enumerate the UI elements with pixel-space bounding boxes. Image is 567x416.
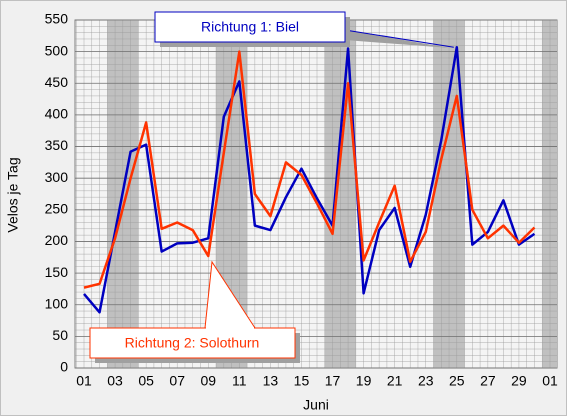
y-axis-label: Velos je Tag: [5, 157, 21, 232]
x-tick-label: 05: [138, 373, 154, 389]
y-tick-label: 250: [45, 201, 69, 217]
x-tick-label: 19: [356, 373, 372, 389]
x-tick-label: 09: [200, 373, 216, 389]
y-tick-label: 550: [45, 11, 69, 27]
y-tick-label: 450: [45, 74, 69, 90]
y-tick-label: 400: [45, 106, 69, 122]
x-axis-label: Juni: [303, 397, 329, 413]
callout-box: [89, 327, 296, 359]
y-tick-label: 150: [45, 264, 69, 280]
weekend-band: [542, 20, 557, 368]
y-tick-label: 50: [52, 327, 68, 343]
callout-pointer: [344, 29, 454, 48]
callout-label: Richtung 1: Biel: [201, 19, 299, 35]
x-tick-label: 21: [387, 373, 403, 389]
callout-label: Richtung 2: Solothurn: [125, 335, 260, 351]
y-tick-label: 500: [45, 42, 69, 58]
y-tick-label: 100: [45, 295, 69, 311]
callout-box: [154, 11, 346, 43]
x-tick-label: 17: [325, 373, 341, 389]
x-tick-label: 01: [76, 373, 92, 389]
x-tick-label: 27: [480, 373, 496, 389]
x-tick-label: 15: [294, 373, 310, 389]
series-line: [83, 50, 536, 289]
x-tick-label: 13: [263, 373, 279, 389]
series-line: [83, 45, 536, 314]
x-tick-label: 03: [107, 373, 123, 389]
y-tick-label: 300: [45, 169, 69, 185]
x-tick-label: 25: [449, 373, 465, 389]
x-tick-label: 23: [418, 373, 434, 389]
x-tick-label: 01: [542, 373, 558, 389]
y-tick-label: 0: [60, 359, 68, 375]
x-tick-label: 11: [232, 373, 247, 389]
y-tick-label: 350: [45, 137, 69, 153]
y-tick-label: 200: [45, 232, 69, 248]
x-tick-label: 29: [511, 373, 527, 389]
x-tick-label: 07: [169, 373, 185, 389]
